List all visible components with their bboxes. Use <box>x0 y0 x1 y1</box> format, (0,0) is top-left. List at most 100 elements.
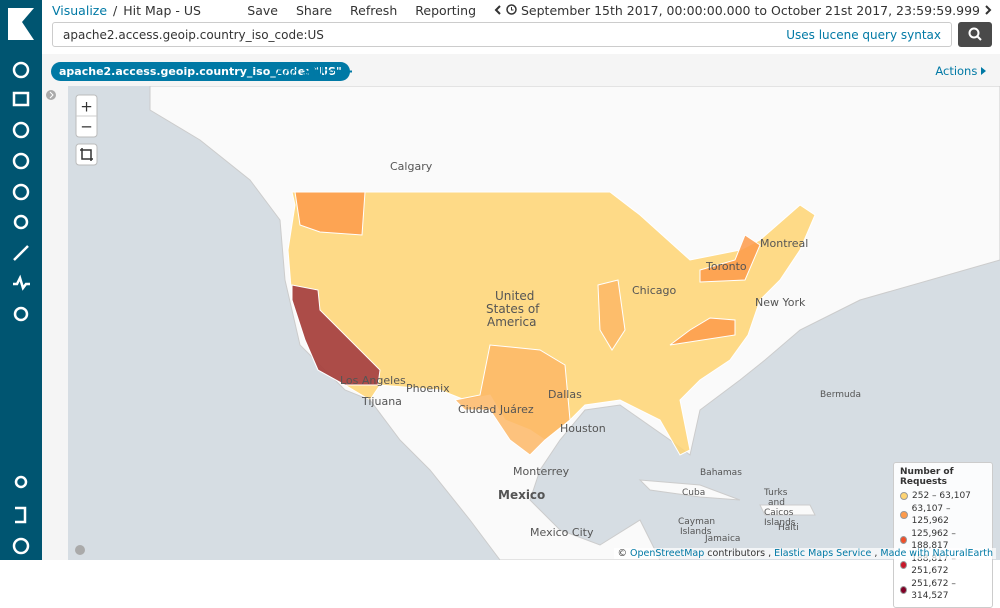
place-label: Cayman <box>678 517 715 527</box>
legend-label: 251,672 – 314,527 <box>911 578 956 602</box>
city-label: New York <box>755 296 806 309</box>
state-washington <box>294 191 366 236</box>
place-label: Islands <box>764 518 796 528</box>
attribution-text: , <box>874 548 878 559</box>
place-label: Caicos <box>764 508 794 518</box>
caret-icon <box>981 67 986 75</box>
filter-pill[interactable]: apache2.access.geoip.country_iso_code: "… <box>51 62 350 81</box>
breadcrumb-separator: / <box>113 2 118 18</box>
attribution-link[interactable]: Elastic Maps Service <box>774 548 872 559</box>
state-california <box>291 284 381 386</box>
add-filter-label[interactable]: Add a filter <box>276 65 340 79</box>
city-label: Toronto <box>705 260 747 273</box>
map-layers <box>149 86 1000 560</box>
zoom-in[interactable]: + <box>80 98 93 116</box>
country-label: America <box>487 315 537 329</box>
country-label: States of <box>486 302 540 316</box>
plus-icon <box>343 67 353 76</box>
state-texas <box>453 344 571 456</box>
time-range-label[interactable]: September 15th 2017, 00:00:00.000 to Oct… <box>521 2 981 18</box>
map-legend: Number of Requests 252 – 63,107 63,107 – … <box>893 462 993 608</box>
legend-swatch <box>900 586 908 594</box>
legend-title: Number of Requests <box>900 467 954 487</box>
collapse-gutter <box>42 86 68 560</box>
place-label: Bermuda <box>820 390 861 400</box>
next-icon[interactable] <box>984 4 992 15</box>
map[interactable]: Calgary Montreal Toronto Chicago New Yor… <box>68 86 1000 560</box>
breadcrumb[interactable]: Visualize <box>52 2 108 18</box>
search-icon <box>968 27 982 41</box>
place-label: Bahamas <box>700 468 742 478</box>
map-toggle[interactable] <box>75 545 85 555</box>
search-button[interactable] <box>958 22 992 47</box>
nav-icons[interactable] <box>12 61 30 555</box>
top-bar: Visualize / Hit Map - US Save Share Refres… <box>42 0 1000 20</box>
country-label: United <box>495 289 534 303</box>
add-filter[interactable]: Add a filter <box>276 65 353 79</box>
city-label: Los Angeles <box>340 374 406 387</box>
fit-button[interactable] <box>75 143 98 166</box>
time-range[interactable]: September 15th 2017, 00:00:00.000 to Oct… <box>494 3 992 18</box>
sidebar-icons <box>8 8 34 555</box>
place-label: Cuba <box>682 488 705 498</box>
breadcrumb: Hit Map - US <box>123 2 201 18</box>
city-label: Phoenix <box>406 382 450 395</box>
map-labels: Calgary Montreal Toronto Chicago New Yor… <box>340 160 861 544</box>
zoom-out[interactable]: − <box>80 118 93 136</box>
state-new-york <box>699 234 761 283</box>
city-label: Chicago <box>632 284 676 297</box>
attribution-text: contributors , <box>707 548 772 559</box>
legend-label: 63,107 – 125,962 <box>911 503 951 527</box>
query-input[interactable]: apache2.access.geoip.country_iso_code:US <box>63 27 324 42</box>
city-label: Calgary <box>390 160 433 173</box>
menu-item[interactable]: Refresh <box>350 2 398 18</box>
place-label: Turks <box>763 488 788 498</box>
legend-row: 252 – 63,107 <box>900 490 986 503</box>
country-label: Mexico <box>498 488 545 502</box>
actions[interactable]: Actions <box>935 64 986 78</box>
prev-icon[interactable] <box>494 4 502 15</box>
top-menu: Save Share Refresh Reporting September 15th… <box>247 0 1000 20</box>
city-label: Ciudad Juárez <box>458 403 534 416</box>
attribution-link[interactable]: OpenStreetMap <box>629 548 705 559</box>
legend-swatch <box>900 492 908 501</box>
place-label: Jamaica <box>704 534 740 544</box>
legend-row: 63,107 – 125,962 <box>900 503 986 528</box>
attribution-link[interactable]: Made with NaturalEarth <box>880 548 993 559</box>
place-label: and <box>768 498 785 508</box>
query-bar[interactable]: apache2.access.geoip.country_iso_code:US… <box>52 22 952 47</box>
menu-item[interactable]: Reporting <box>415 2 477 18</box>
logo <box>8 8 34 40</box>
legend-swatch <box>900 511 908 519</box>
state-virginia <box>669 317 736 346</box>
fit-bounds[interactable] <box>75 143 98 166</box>
menu-item[interactable]: Save <box>247 2 278 18</box>
crop-icon <box>80 148 93 161</box>
cuba <box>638 479 741 501</box>
legend-row: 251,672 – 314,527 <box>900 578 986 603</box>
query-hint[interactable]: Uses lucene query syntax <box>786 27 941 42</box>
legend-label: 252 – 63,107 <box>912 491 971 501</box>
place-label: Islands <box>680 527 712 537</box>
legend-swatch <box>900 536 908 544</box>
place-label: Haiti <box>778 523 799 533</box>
clock-icon <box>506 3 517 15</box>
filter-bar: apache2.access.geoip.country_iso_code: "… <box>42 54 1000 86</box>
actions-label[interactable]: Actions <box>935 64 978 78</box>
hispaniola <box>759 504 816 516</box>
state-illinois <box>597 279 626 351</box>
city-label: Tijuana <box>361 395 402 408</box>
sidebar <box>0 0 42 560</box>
collapse-icon[interactable] <box>42 86 68 106</box>
legend-row: 125,962 – 188,817 <box>900 528 986 553</box>
city-label: Montreal <box>760 237 808 250</box>
legend-swatch <box>900 561 908 569</box>
legend-label: 125,962 – 188,817 <box>911 528 956 552</box>
city-label: Monterrey <box>513 465 570 478</box>
zoom-control[interactable]: + − <box>75 94 98 138</box>
attribution: © OpenStreetMap contributors , Elastic M… <box>614 548 996 559</box>
menu-item[interactable]: Share <box>295 2 333 18</box>
attribution-text: © <box>617 548 627 559</box>
city-label: Mexico City <box>530 526 594 539</box>
